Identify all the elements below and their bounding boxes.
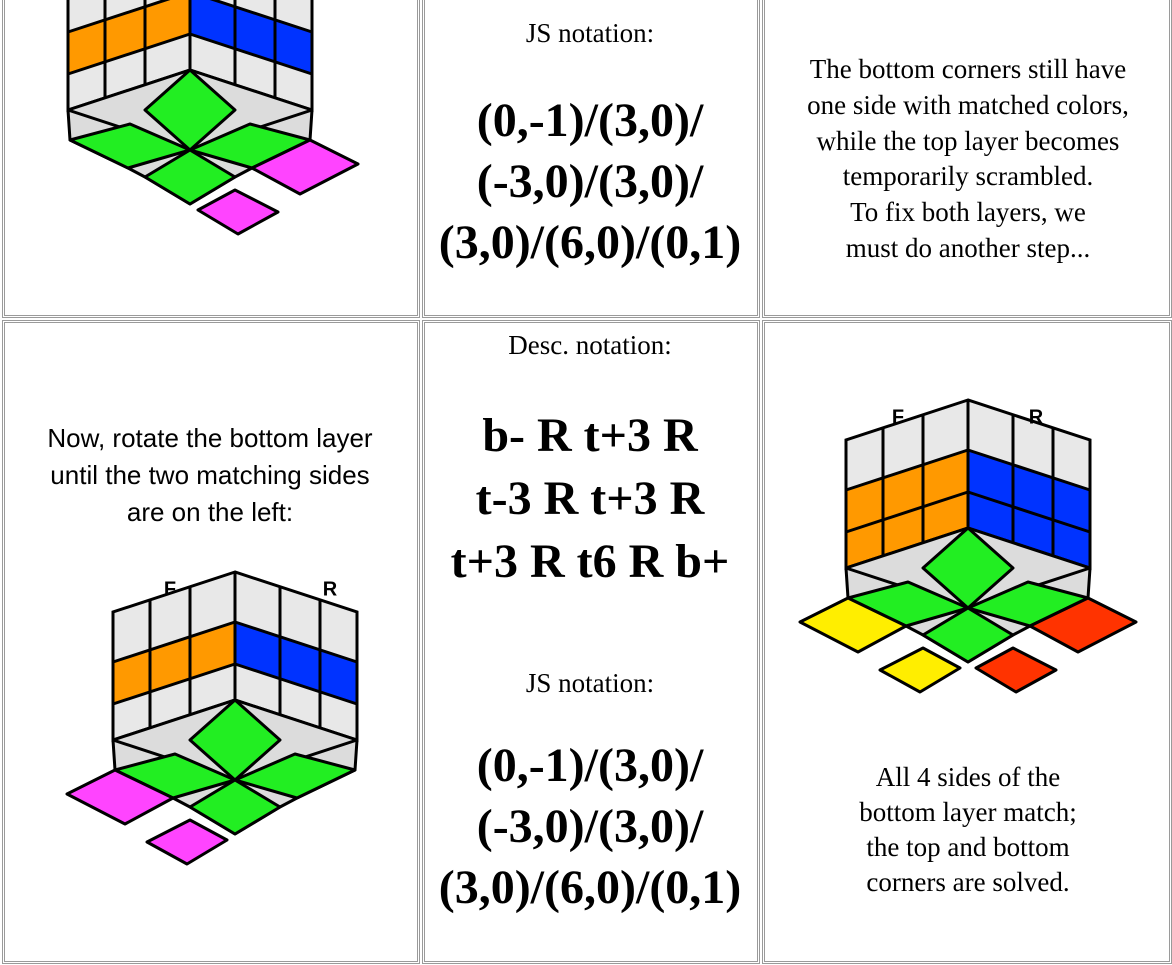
cube-image: F R — [798, 398, 1138, 694]
face-label: F — [164, 578, 176, 600]
comment-line: To fix both layers, we — [850, 197, 1086, 227]
sticker — [113, 622, 235, 704]
notation-label: JS notation: — [526, 18, 654, 48]
notation-label: JS notation: — [526, 668, 654, 698]
notation-line: t-3 R t+3 R — [476, 472, 706, 525]
notation-line: t+3 R t6 R b+ — [451, 535, 730, 588]
instruction-line: Now, rotate the bottom layer — [47, 423, 373, 453]
sticker — [974, 646, 1058, 694]
table-cell — [762, 0, 1172, 318]
sticker — [145, 818, 229, 866]
notation-line: (3,0)/(6,0)/(0,1) — [439, 861, 742, 914]
result-line: All 4 sides of the — [876, 762, 1060, 792]
sticker — [190, 0, 312, 74]
sticker — [1028, 596, 1138, 654]
sticker — [235, 622, 357, 704]
table-cell — [422, 0, 760, 318]
notation-line: (0,-1)/(3,0)/ — [477, 94, 704, 147]
comment-line: while the top layer becomes — [817, 126, 1120, 156]
notation-line: (-3,0)/(3,0)/ — [477, 155, 704, 208]
result-line: the top and bottom — [866, 832, 1069, 862]
comment-line: must do another step... — [846, 233, 1090, 263]
face-label: R — [1029, 406, 1044, 428]
face-label: R — [323, 578, 338, 600]
cube-image: F R — [65, 570, 359, 866]
comment-line: The bottom corners still have — [810, 54, 1126, 84]
sticker — [65, 768, 175, 826]
instruction-line: are on the left: — [127, 497, 293, 527]
sticker — [798, 596, 908, 654]
notation-line: (0,-1)/(3,0)/ — [477, 739, 704, 792]
comment-line: temporarily scrambled. — [843, 161, 1093, 191]
notation-line: b- R t+3 R — [482, 409, 699, 462]
sticker — [250, 138, 360, 196]
table-cell — [2, 320, 420, 964]
sticker — [196, 188, 280, 236]
instruction-line: until the two matching sides — [50, 460, 369, 490]
notation-line: (3,0)/(6,0)/(0,1) — [439, 216, 742, 269]
table-cell — [762, 320, 1172, 964]
comment-line: one side with matched colors, — [807, 90, 1129, 120]
sticker — [968, 450, 1090, 568]
sticker — [878, 646, 962, 694]
result-line: bottom layer match; — [859, 797, 1076, 827]
face-label: F — [892, 406, 904, 428]
sticker — [846, 450, 968, 568]
table-cell — [422, 320, 760, 964]
cube-image — [66, 0, 360, 236]
notation-line: (-3,0)/(3,0)/ — [477, 800, 704, 853]
result-line: corners are solved. — [866, 867, 1069, 897]
table-cell — [2, 0, 420, 318]
sticker — [68, 0, 190, 74]
notation-label: Desc. notation: — [508, 330, 671, 360]
